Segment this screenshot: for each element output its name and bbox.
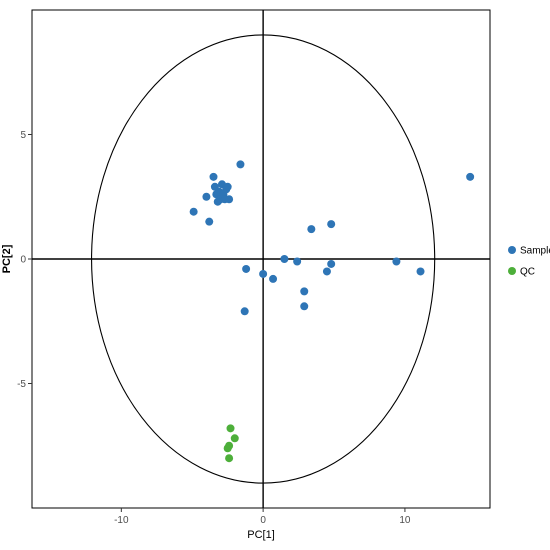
plot-panel: [31, 9, 491, 509]
legend-key-sample: [508, 246, 516, 254]
data-point-sample: [280, 255, 289, 263]
data-point-sample: [466, 172, 475, 181]
data-point-sample: [416, 267, 425, 276]
legend-key-qc: [508, 267, 516, 275]
data-point-sample: [209, 172, 218, 181]
data-point-qc: [226, 424, 235, 433]
x-tick-label: -10: [114, 515, 129, 526]
y-tick-label: -5: [17, 379, 26, 390]
axes: -10 0 10 5 0 -5: [17, 130, 411, 526]
data-point-sample: [300, 302, 309, 311]
data-point-sample: [189, 207, 198, 216]
data-point-qc: [230, 434, 239, 443]
y-tick-label: 5: [20, 130, 26, 141]
data-point-qc: [223, 444, 232, 453]
data-point-qc: [225, 454, 234, 463]
data-point-sample: [259, 269, 268, 278]
series-sample: [189, 160, 475, 316]
x-tick-label: 10: [399, 515, 411, 526]
data-point-sample: [392, 257, 401, 266]
data-point-sample: [225, 195, 234, 204]
data-point-sample: [300, 287, 309, 296]
legend-label: Sample: [520, 246, 550, 257]
data-point-sample: [307, 225, 316, 234]
legend-label: QC: [520, 267, 535, 278]
data-points: [189, 160, 475, 463]
data-point-sample: [223, 182, 232, 191]
series-qc: [223, 424, 239, 463]
data-point-sample: [213, 197, 222, 206]
data-point-sample: [293, 257, 302, 266]
data-point-sample: [240, 307, 249, 316]
data-point-sample: [205, 217, 214, 226]
x-tick-label: 0: [260, 515, 266, 526]
data-point-sample: [242, 264, 251, 273]
y-axis-title: PC[2]: [1, 244, 13, 273]
data-point-sample: [327, 259, 336, 268]
data-point-sample: [327, 220, 336, 229]
data-point-sample: [202, 192, 211, 201]
data-point-sample: [236, 160, 245, 169]
confidence-ellipse: [91, 34, 436, 484]
data-point-sample: [269, 274, 278, 283]
legend: Sample QC: [508, 246, 550, 278]
y-tick-label: 0: [20, 255, 26, 266]
data-point-sample: [322, 267, 331, 276]
x-axis-title: PC[1]: [247, 529, 275, 541]
